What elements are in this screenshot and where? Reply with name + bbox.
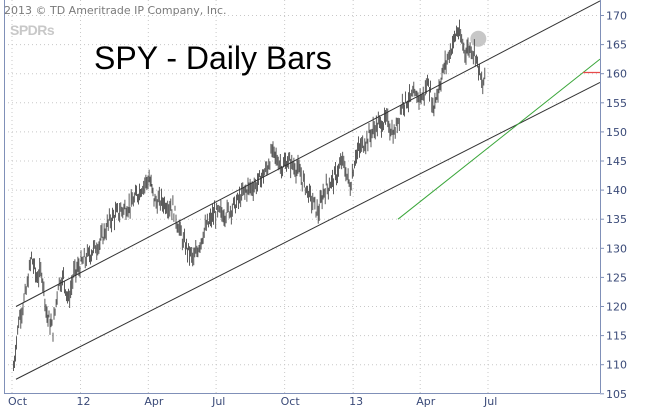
- y-axis: 105 110 115 120 125 130 135 140 145 150 155 160 165 1…: [4, 0, 627, 401]
- chart-title: SPY - Daily Bars: [94, 40, 332, 76]
- x-tick-label: Oct: [281, 395, 301, 407]
- price-bars: [13, 19, 486, 371]
- y-tick-label: 110: [606, 359, 627, 372]
- x-tick-label: Apr: [144, 395, 164, 407]
- annotations-front: [15, 0, 601, 380]
- x-tick-label: 13: [349, 395, 363, 407]
- y-tick-label: 120: [606, 301, 627, 314]
- y-tick-label: 115: [606, 330, 627, 343]
- y-tick-label: 170: [606, 10, 627, 23]
- highlight-circle: [470, 30, 487, 47]
- x-tick-label: Jul: [211, 395, 225, 407]
- annotations-back: [470, 30, 487, 47]
- y-tick-label: 105: [606, 388, 627, 401]
- y-tick-label: 165: [606, 39, 627, 52]
- y-tick-label: 160: [606, 68, 627, 81]
- y-tick-label: 145: [606, 155, 627, 168]
- copyright-text: 2013 © TD Ameritrade IP Company, Inc.: [4, 4, 227, 17]
- lower-channel-line: [15, 81, 601, 380]
- x-tick-label: Oct: [8, 395, 28, 407]
- y-tick-label: 125: [606, 271, 627, 284]
- x-tick-label: 12: [77, 395, 91, 407]
- y-tick-label: 155: [606, 97, 627, 110]
- y-tick-label: 130: [606, 242, 627, 255]
- y-tick-label: 140: [606, 184, 627, 197]
- y-tick-label: 150: [606, 126, 627, 139]
- grid-lines: [4, 0, 600, 393]
- x-axis: Oct 12 Apr Jul Oct 13 Apr Jul: [8, 395, 497, 407]
- spdrs-logo: SPDRs: [10, 22, 55, 38]
- x-tick-label: Apr: [416, 395, 436, 407]
- y-tick-label: 135: [606, 213, 627, 226]
- upper-channel-line: [15, 0, 601, 307]
- green-support-line: [397, 58, 601, 220]
- x-tick-label: Jul: [483, 395, 497, 407]
